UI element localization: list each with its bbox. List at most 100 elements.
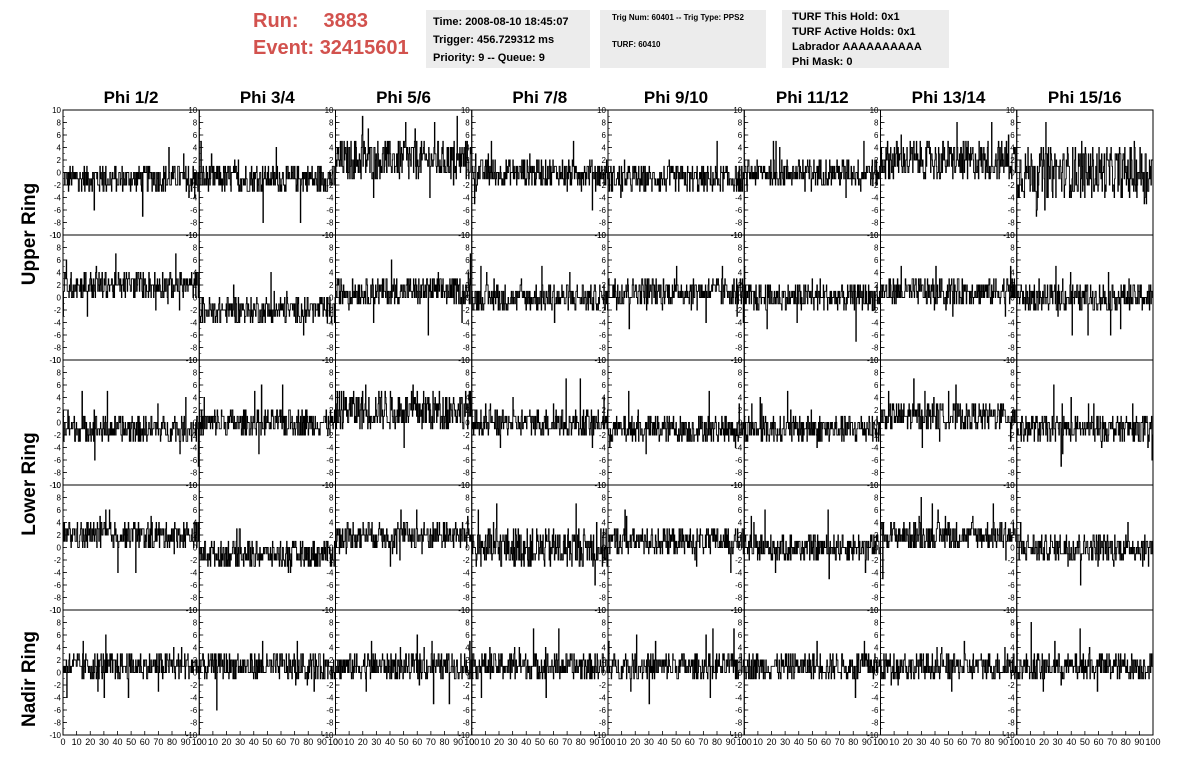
run-value: 3883: [323, 10, 369, 32]
x-tick-label: 60: [957, 737, 967, 747]
y-tick-label: 6: [329, 131, 334, 140]
x-tick-label: 20: [1039, 737, 1049, 747]
y-tick-label: 8: [329, 619, 334, 628]
y-tick-label: 2: [465, 156, 470, 165]
y-tick-label: 4: [738, 519, 743, 528]
y-tick-label: 2: [874, 281, 879, 290]
y-tick-label: 10: [733, 106, 742, 115]
y-tick-label: 2: [874, 406, 879, 415]
x-tick-label: 20: [903, 737, 913, 747]
y-tick-label: 8: [1010, 494, 1015, 503]
x-tick-label: 10: [617, 737, 627, 747]
y-tick-label: 4: [738, 644, 743, 653]
y-tick-label: -4: [871, 194, 879, 203]
y-tick-label: 8: [1010, 119, 1015, 128]
y-tick-label: 6: [329, 506, 334, 515]
x-tick-label: 50: [126, 737, 136, 747]
x-tick-label: 70: [562, 737, 572, 747]
x-tick-label: 30: [371, 737, 381, 747]
y-tick-label: 10: [733, 231, 742, 240]
y-tick-label: 10: [1006, 606, 1015, 615]
y-tick-label: 4: [193, 519, 198, 528]
y-tick-label: 4: [57, 269, 62, 278]
y-tick-label: 8: [874, 369, 879, 378]
y-tick-label: 6: [193, 506, 198, 515]
y-tick-label: 10: [597, 231, 606, 240]
y-tick-label: -2: [326, 431, 334, 440]
y-tick-label: 6: [1010, 506, 1015, 515]
y-tick-label: -4: [54, 319, 62, 328]
y-tick-label: 8: [738, 119, 743, 128]
waveform-trace: [335, 509, 473, 567]
y-tick-label: 10: [870, 106, 879, 115]
y-tick-label: 8: [738, 369, 743, 378]
trig-num-text: Trig Num: 60401 -- Trig Type: PPS2: [612, 13, 744, 22]
y-tick-label: 0: [602, 169, 607, 178]
y-tick-label: 2: [738, 406, 743, 415]
y-tick-label: 0: [738, 544, 743, 553]
waveform-trace: [608, 140, 745, 198]
y-tick-label: 6: [193, 381, 198, 390]
y-tick-label: -6: [54, 206, 62, 215]
y-tick-label: -8: [326, 594, 334, 603]
y-tick-label: -6: [326, 581, 334, 590]
y-tick-label: 4: [193, 644, 198, 653]
x-tick-label: 80: [984, 737, 994, 747]
y-tick-label: 4: [465, 644, 470, 653]
y-tick-label: -4: [326, 694, 334, 703]
y-tick-label: 2: [465, 656, 470, 665]
y-tick-label: 10: [597, 481, 606, 490]
y-tick-label: 0: [465, 169, 470, 178]
y-tick-label: 8: [874, 244, 879, 253]
y-tick-label: 8: [602, 494, 607, 503]
y-tick-label: 6: [874, 631, 879, 640]
y-tick-label: -10: [49, 606, 61, 615]
y-tick-label: 4: [874, 519, 879, 528]
waveform-trace: [471, 503, 608, 586]
y-tick-label: -2: [326, 306, 334, 315]
turf-info-panel: TURF This Hold: 0x1 TURF Active Holds: 0…: [782, 10, 949, 68]
y-tick-label: 6: [602, 131, 607, 140]
y-tick-label: -2: [599, 306, 607, 315]
y-tick-label: -2: [599, 556, 607, 565]
y-tick-label: -4: [1008, 569, 1016, 578]
y-tick-label: 6: [602, 506, 607, 515]
y-tick-label: -2: [1008, 306, 1016, 315]
y-tick-label: 0: [602, 419, 607, 428]
y-tick-label: -8: [190, 469, 198, 478]
y-tick-label: 2: [465, 406, 470, 415]
phi-mask-text: Phi Mask: 0: [792, 56, 853, 68]
x-tick-label: 80: [303, 737, 313, 747]
y-tick-label: 2: [602, 156, 607, 165]
y-tick-label: 4: [57, 519, 62, 528]
y-tick-label: 10: [325, 106, 334, 115]
y-tick-label: -6: [463, 206, 471, 215]
y-tick-label: -10: [1003, 731, 1015, 740]
y-tick-label: -4: [463, 444, 471, 453]
y-tick-label: -4: [599, 444, 607, 453]
x-tick-label: 70: [153, 737, 163, 747]
y-tick-label: 4: [1010, 269, 1015, 278]
y-tick-label: -6: [871, 331, 879, 340]
y-tick-label: -4: [463, 319, 471, 328]
y-tick-label: 2: [602, 656, 607, 665]
y-tick-label: 2: [193, 656, 198, 665]
y-tick-label: 8: [57, 369, 62, 378]
y-tick-label: -6: [1008, 706, 1016, 715]
y-tick-label: 2: [193, 156, 198, 165]
y-tick-label: 0: [329, 419, 334, 428]
y-tick-label: 4: [738, 144, 743, 153]
y-tick-label: 10: [188, 106, 197, 115]
y-tick-label: -4: [190, 319, 198, 328]
y-tick-label: -2: [190, 681, 198, 690]
x-tick-label: 20: [221, 737, 231, 747]
y-tick-label: 6: [874, 381, 879, 390]
y-tick-label: 4: [193, 144, 198, 153]
y-tick-label: -8: [190, 219, 198, 228]
y-tick-label: -6: [599, 456, 607, 465]
y-tick-label: -2: [463, 681, 471, 690]
y-tick-label: -4: [735, 694, 743, 703]
x-tick-label: 50: [399, 737, 409, 747]
y-tick-label: 6: [57, 381, 62, 390]
y-tick-label: -4: [190, 569, 198, 578]
